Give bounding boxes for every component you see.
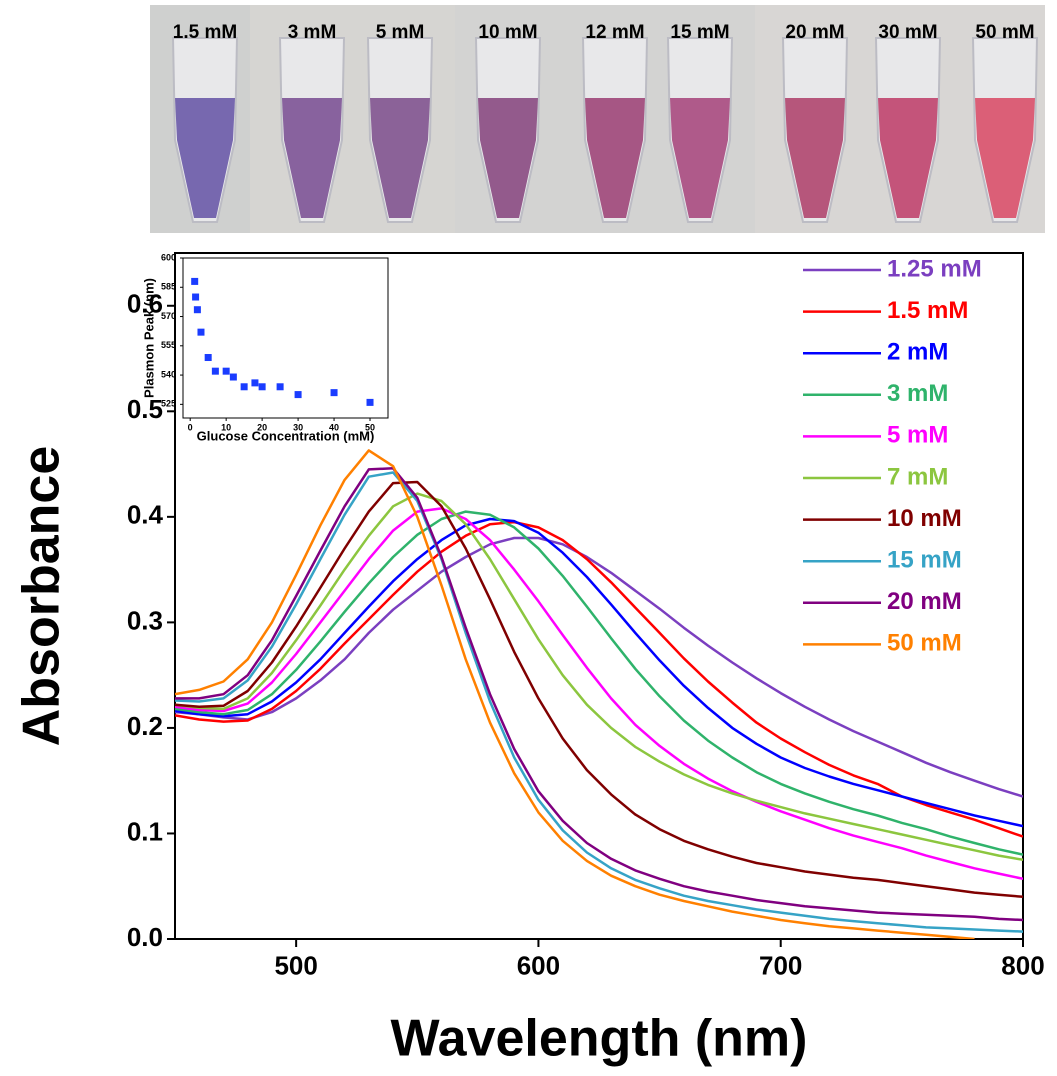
point [204,354,212,362]
plot-frame [174,252,1024,940]
legend-label: 10 mM [887,505,962,532]
y-tick-label: 600 [161,252,176,262]
x-tick-label: 600 [517,951,560,981]
y-tick-label: 570 [161,311,176,321]
y-tick-label: 585 [161,282,176,292]
x-tick-label: 500 [274,951,317,981]
tube-label: 3 mM [288,22,337,43]
tube-liquid [478,98,538,218]
plot-frame [182,257,389,419]
tube-label: 1.5 mM [173,22,237,43]
point [192,293,200,301]
point [258,383,266,391]
point [294,391,302,399]
point [229,373,237,381]
tube-label: 10 mM [478,22,537,43]
legend-label: 7 mM [887,463,948,490]
series-line [175,449,975,939]
series-line [175,471,1023,933]
y-axis-label: Absorbance [13,446,71,747]
x-tick-label: 800 [1001,951,1044,981]
point [193,306,201,314]
y-tick-label: 0.4 [127,500,164,530]
tube-label: 5 mM [376,22,425,43]
point [197,328,205,336]
tubes [171,37,1039,223]
tube-liquid [878,98,938,218]
y-axis-label: Plasmon Peak (nm) [141,278,156,398]
series-line [175,507,1023,881]
point [240,383,248,391]
point [330,389,338,397]
legend-label: 5 mM [887,422,948,449]
series-line [175,510,1023,856]
point [251,379,259,387]
legend-label: 20 mM [887,588,962,615]
point [366,398,374,406]
tube-liquid [670,98,730,218]
tube-liquid [585,98,645,218]
x-tick-label: 30 [293,423,303,433]
y-tick-label: 0.1 [127,816,163,846]
x-tick-label: 50 [365,423,375,433]
y-tick-label: 555 [161,340,176,350]
tube-label: 30 mM [878,22,937,43]
point [222,367,230,375]
tube-liquid [175,98,235,218]
y-tick-label: 0.0 [127,922,163,952]
series-line [175,520,1023,838]
legend-label: 3 mM [887,380,948,407]
x-axis-label: Wavelength (nm) [391,1010,808,1068]
tube-liquid [975,98,1035,218]
y-tick-label: 0.2 [127,711,163,741]
point [211,367,219,375]
series-line [175,467,1023,922]
x-tick-label: 700 [759,951,802,981]
series-line [175,536,1023,798]
tube-liquid [282,98,342,218]
legend-label: 50 mM [887,630,962,657]
legend-label: 15 mM [887,547,962,574]
tube-label: 15 mM [670,22,729,43]
series-line [175,480,1023,899]
tube-liquid [785,98,845,218]
legend-label: 2 mM [887,339,948,366]
x-tick-label: 20 [257,423,267,433]
legend-label: 1.25 mM [887,255,982,282]
point [191,277,199,285]
y-tick-label: 0.6 [127,289,163,319]
y-tick-label: 0.5 [127,394,163,424]
tube-label: 20 mM [785,22,844,43]
series-line [175,492,1023,862]
tube-liquid [370,98,430,218]
y-tick-label: 525 [161,399,176,409]
x-axis-label: Glucose Concentration (mM) [197,428,375,443]
tube-label: 50 mM [975,22,1034,43]
point [276,383,284,391]
x-tick-label: 10 [221,423,231,433]
y-tick-label: 540 [161,369,176,379]
x-tick-label: 0 [188,423,193,433]
tube-label: 12 mM [585,22,644,43]
x-tick-label: 40 [329,423,339,433]
legend-label: 1.5 mM [887,297,968,324]
series-line [175,517,1023,828]
y-tick-label: 0.3 [127,605,163,635]
